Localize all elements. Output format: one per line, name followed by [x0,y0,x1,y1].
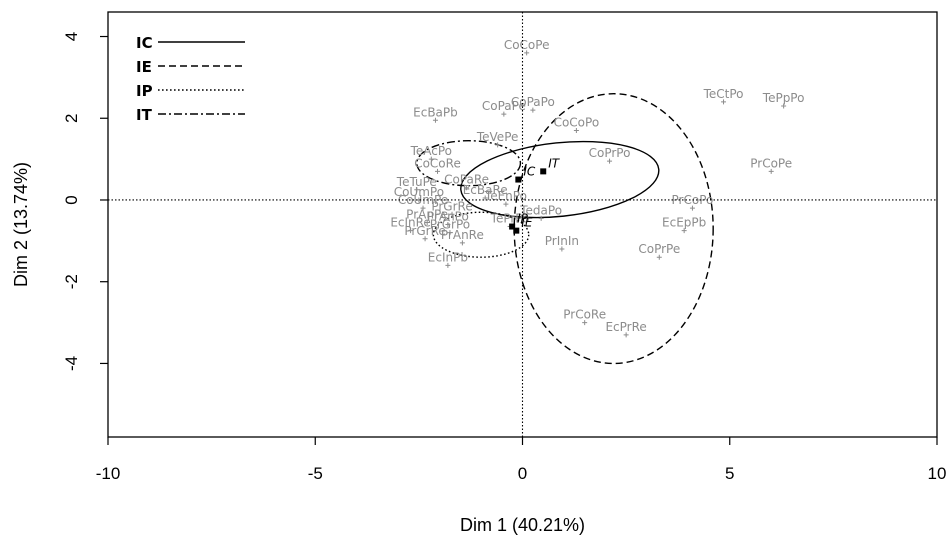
point-marker-coprpe [656,254,662,260]
point-marker-ecbare [482,195,488,201]
point-label: TePpPo [762,91,805,105]
point-label: PrInIn [545,234,579,248]
point-marker-prcope [768,168,774,174]
point-marker-prinin [559,246,565,252]
point-label: TeTuPe [396,175,437,189]
legend-label-ic: IC [136,34,153,52]
y-tick-label: -4 [62,356,81,371]
point-marker-ecbapb [432,117,438,123]
point-label: EcInRe [390,216,431,230]
point-label: CoPaPo [511,95,555,109]
point-label: EcEpPb [662,216,706,230]
centroid-marker-ip [509,223,516,230]
point-label: CoUmPo [394,185,444,199]
point-marker-copapo [530,107,536,113]
point-label: CoCoRe [414,156,461,170]
point-label: PrCoPo [672,193,714,207]
point-marker-prgrre [449,211,455,217]
x-tick-label: 10 [928,464,947,483]
point-label: TeCtPo [703,87,744,101]
point-marker-prcore [582,320,588,326]
point-marker-eceppb [681,228,687,234]
y-tick-label: 4 [62,32,81,41]
point-marker-tevepe [495,142,501,148]
point-marker-copape [501,111,507,117]
axes: -10 -5 0 5 10 -4 -2 0 2 4 Dim 1 (40.21%) Dim 2 (13.… [11,11,947,535]
point-label: EcInPb [428,250,468,264]
point-marker-cocore [435,168,441,174]
point-label: CoCoPo [554,116,600,130]
point-marker-tepppo [781,103,787,109]
ellipse-it [416,140,522,187]
point-marker-pranpo [445,222,451,227]
x-tick-label: 5 [725,464,734,483]
point-marker-ecinpb [445,262,451,268]
point-marker-tetupe [414,187,420,193]
x-tick-label: 0 [518,464,527,483]
centroid-marker-it [540,168,547,175]
legend-label-it: IT [136,106,153,124]
y-tick-label: 2 [62,114,81,123]
y-tick-label: 0 [62,195,81,204]
point-label: PrCoPe [750,156,792,170]
point-label: CoPaRe [444,173,489,187]
point-label: PrAnRe [441,228,484,242]
point-marker-prgrre [422,236,428,242]
y-axis-label: Dim 2 (13.74%) [11,162,31,287]
point-marker-tectpo [721,99,727,105]
point-label: PrAnPo [427,210,469,224]
point-label: TeVePe [476,130,519,144]
point-label: CoPrPe [638,242,680,256]
legend-label-ip: IP [136,82,153,100]
centroid-label-it: IT [548,156,561,170]
point-label: PrGrRe [404,224,445,238]
point-label: TedaPo [519,203,562,217]
point-label: CoCoPe [504,38,550,52]
point-marker-teacpo [428,156,434,162]
point-label: EcBaRe [463,183,508,197]
point-label: PrGrPo [430,218,470,232]
legend-label-ie: IE [136,58,152,76]
legend: IC IE IP IT [136,34,245,124]
ellipse-ic [460,140,660,219]
point-marker-pranre [459,240,465,246]
centroid-marker-ic [515,176,522,183]
point-label: TeAcPo [410,144,452,158]
point-label: CoPaPe [482,99,526,113]
point-label: PrGrRe [431,199,472,213]
point-marker-pranpe [424,219,430,225]
point-label: TePrPo [490,212,530,226]
point-marker-teenpo [503,201,509,207]
x-tick-label: -10 [96,464,121,483]
centroid-marker-ie [513,227,520,234]
point-marker-cocope [524,50,530,56]
point-marker-tedapo [538,215,544,221]
point-label: CoPrPo [589,146,631,160]
point-marker-cocopo [573,128,579,134]
point-marker-copare [464,185,470,191]
ellipse-ip [432,211,530,258]
point-marker-ecinre [408,228,414,234]
centroid-label-ic: IC [523,165,536,179]
point-label: PrAnPe [406,207,448,221]
point-marker-coumpe [420,205,426,211]
point-marker-prcopo [689,205,695,211]
point-label: EcBaPb [413,105,458,119]
y-tick-label: -2 [62,274,81,289]
point-marker-prgrpo [447,230,453,236]
point-label: PrCoRe [563,308,606,322]
x-axis-label: Dim 1 (40.21%) [460,515,585,535]
point-marker-coprpo [607,158,613,164]
x-tick-label: -5 [308,464,323,483]
point-marker-ecprre [623,332,629,338]
confidence-ellipses [416,93,714,365]
centroid-label-ie: IE [521,216,533,230]
point-label: EcPrRe [605,320,646,334]
point-label: TeEnPo [484,189,527,203]
